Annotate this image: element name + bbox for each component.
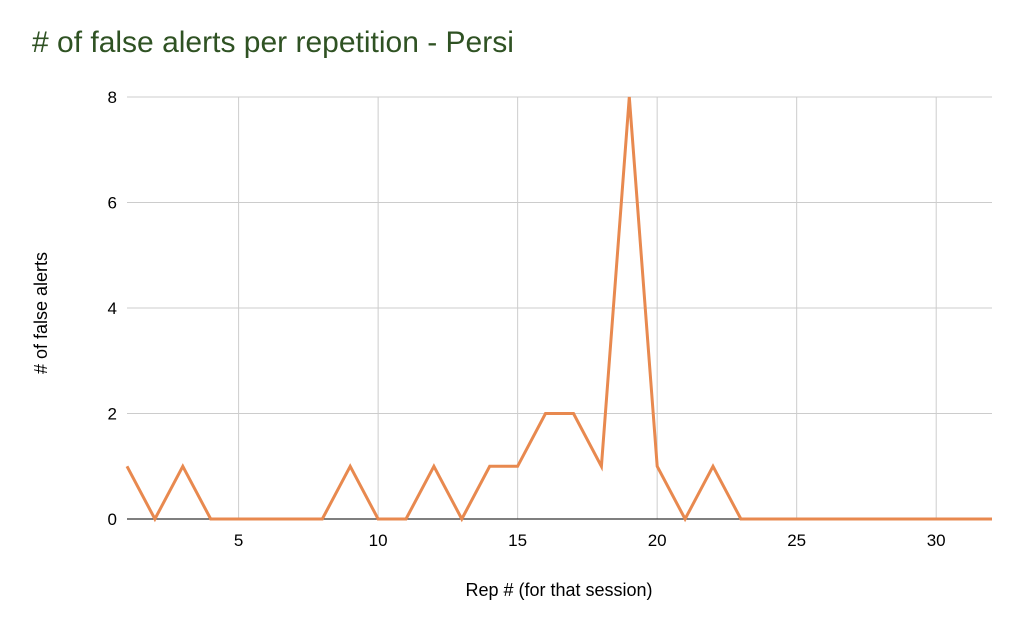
x-tick-label: 15 bbox=[508, 531, 527, 550]
x-tick-label: 30 bbox=[927, 531, 946, 550]
tick-labels: 0 2 4 6 8 5 10 15 20 25 30 bbox=[108, 88, 946, 550]
y-tick-label: 0 bbox=[108, 510, 117, 529]
y-tick-label: 4 bbox=[108, 299, 117, 318]
y-tick-label: 8 bbox=[108, 88, 117, 107]
x-tick-label: 5 bbox=[234, 531, 243, 550]
y-tick-label: 6 bbox=[108, 194, 117, 213]
y-tick-label: 2 bbox=[108, 405, 117, 424]
x-tick-label: 10 bbox=[369, 531, 388, 550]
x-axis-title: Rep # (for that session) bbox=[465, 580, 652, 600]
chart-title: # of false alerts per repetition - Persi bbox=[32, 26, 514, 59]
series bbox=[125, 96, 992, 523]
x-tick-label: 25 bbox=[787, 531, 806, 550]
grid bbox=[127, 96, 992, 520]
x-tick-label: 20 bbox=[648, 531, 667, 550]
y-axis-title: # of false alerts bbox=[31, 252, 51, 374]
series-line bbox=[125, 96, 992, 523]
